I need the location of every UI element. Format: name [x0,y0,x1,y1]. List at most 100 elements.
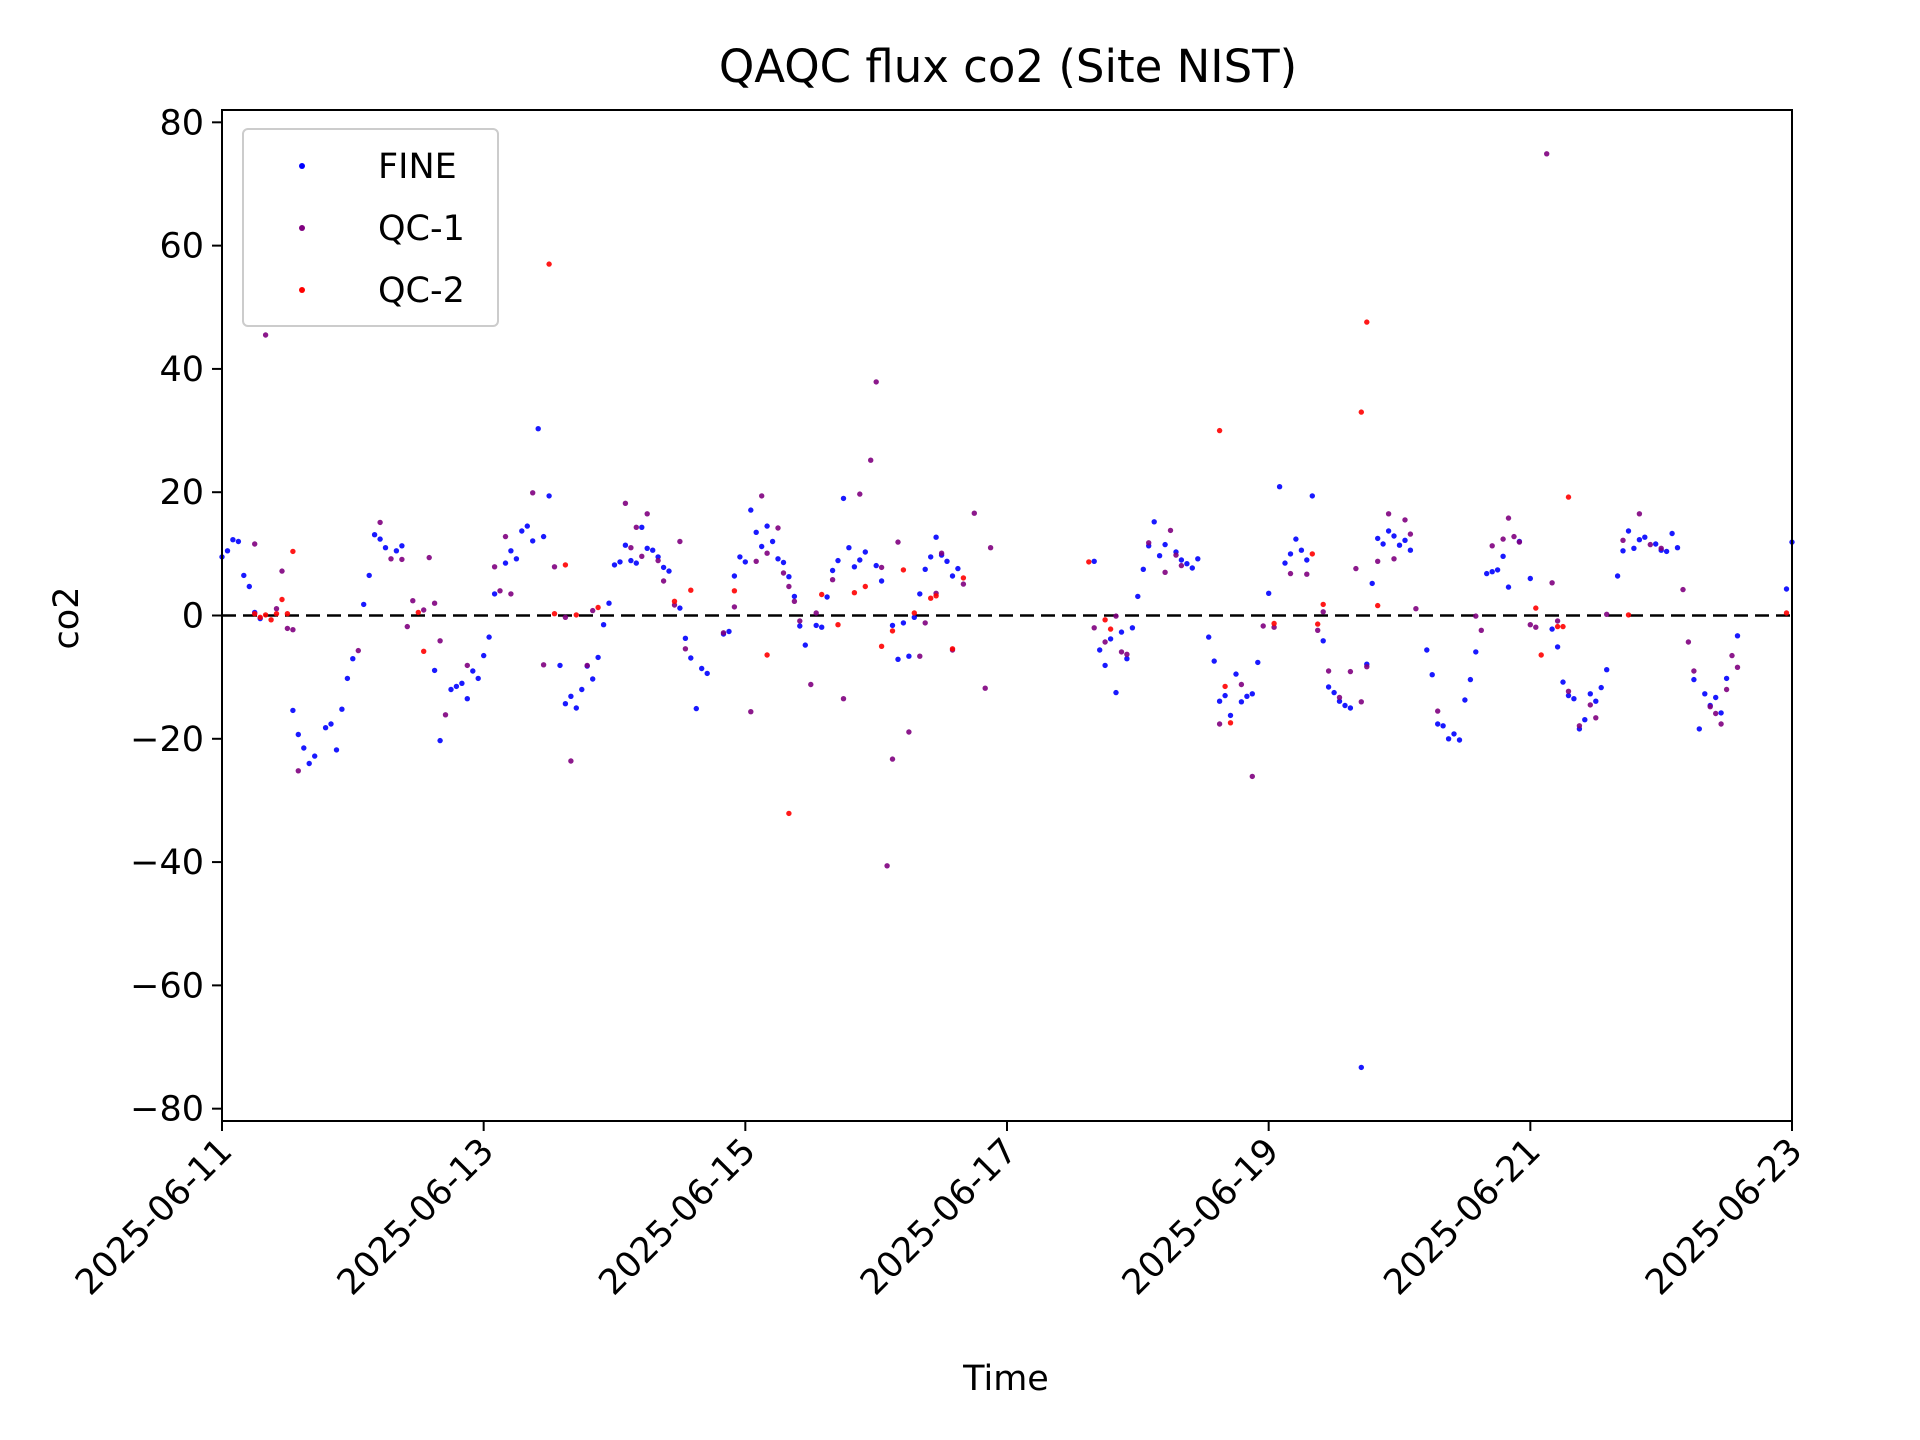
data-point [557,662,563,669]
data-point [1304,557,1310,563]
data-point [1091,558,1097,564]
data-point [1375,535,1381,542]
data-point [568,693,574,699]
data-point [1565,494,1572,500]
y-tick-label: −20 [130,720,204,760]
data-point [878,578,885,584]
data-point [878,564,885,571]
data-point [889,628,896,634]
data-point [421,648,427,654]
data-point [268,617,274,623]
data-point [1129,625,1136,631]
data-point [1178,557,1185,563]
data-point [350,656,356,662]
data-point [355,647,361,654]
data-point [361,601,367,608]
data-point [1325,668,1332,674]
data-point [1304,571,1310,577]
data-point [1347,705,1354,711]
data-point [230,537,236,543]
data-point [671,598,678,604]
data-point [295,731,301,738]
data-point [829,577,836,583]
data-point [1429,672,1435,678]
data-point [742,559,748,565]
data-point [1216,698,1223,704]
data-point [551,611,558,617]
data-point [1293,536,1299,542]
data-point [693,705,699,712]
data-point [611,562,618,568]
data-point [644,545,650,551]
data-point [1718,710,1724,716]
data-point [1276,484,1283,490]
data-point [1702,691,1708,697]
data-point [426,554,432,561]
data-point [960,575,967,581]
data-point [540,662,547,668]
data-point [1206,634,1212,640]
data-point [682,646,689,652]
data-point [1593,698,1599,704]
data-point [791,593,798,600]
data-point [819,624,825,630]
data-point [753,529,759,535]
data-point [1658,545,1664,551]
data-point [786,810,792,817]
data-point [1587,702,1594,708]
data-point [900,567,907,573]
data-point [464,696,470,702]
data-point [666,568,672,574]
data-point [442,712,449,718]
data-point [1674,545,1681,551]
data-point [1402,517,1408,523]
data-point [1604,667,1610,673]
data-point [835,557,841,564]
data-point [731,604,738,610]
data-point [470,668,476,674]
data-point [764,652,770,658]
data-point [819,591,825,598]
data-point [786,574,792,580]
data-point [344,675,351,682]
data-point [1113,689,1119,696]
legend: FINE QC-1 QC-2 [242,128,499,327]
data-point [873,379,879,385]
data-point [481,652,487,659]
data-point [1287,570,1294,577]
data-point [1336,694,1343,701]
data-point [1238,699,1245,705]
data-point [1178,562,1185,569]
data-point [1734,664,1741,670]
chart-title: QAQC flux co2 (Site NIST) [719,40,1297,93]
y-tick-label: 0 [182,597,204,637]
data-point [590,676,596,682]
data-point [1669,530,1675,537]
data-point [786,583,792,590]
data-point [938,550,945,556]
data-point [928,595,934,601]
data-point [584,662,590,669]
data-point [1309,493,1316,499]
data-point [393,548,400,554]
data-point [1342,702,1348,709]
data-point [1113,613,1119,619]
data-point [404,623,410,630]
data-point [1500,536,1506,542]
data-point [1118,649,1125,655]
data-point [846,545,852,551]
data-point [813,610,819,616]
data-point [1413,606,1419,612]
data-point [1783,586,1790,592]
data-point [797,623,803,629]
data-point [1091,625,1097,631]
data-point [273,606,280,612]
data-point [279,568,285,574]
data-point [431,667,438,674]
data-point [1184,561,1190,567]
data-point [415,609,421,616]
data-point [1582,717,1588,723]
data-point [824,594,830,600]
data-point [246,583,252,590]
